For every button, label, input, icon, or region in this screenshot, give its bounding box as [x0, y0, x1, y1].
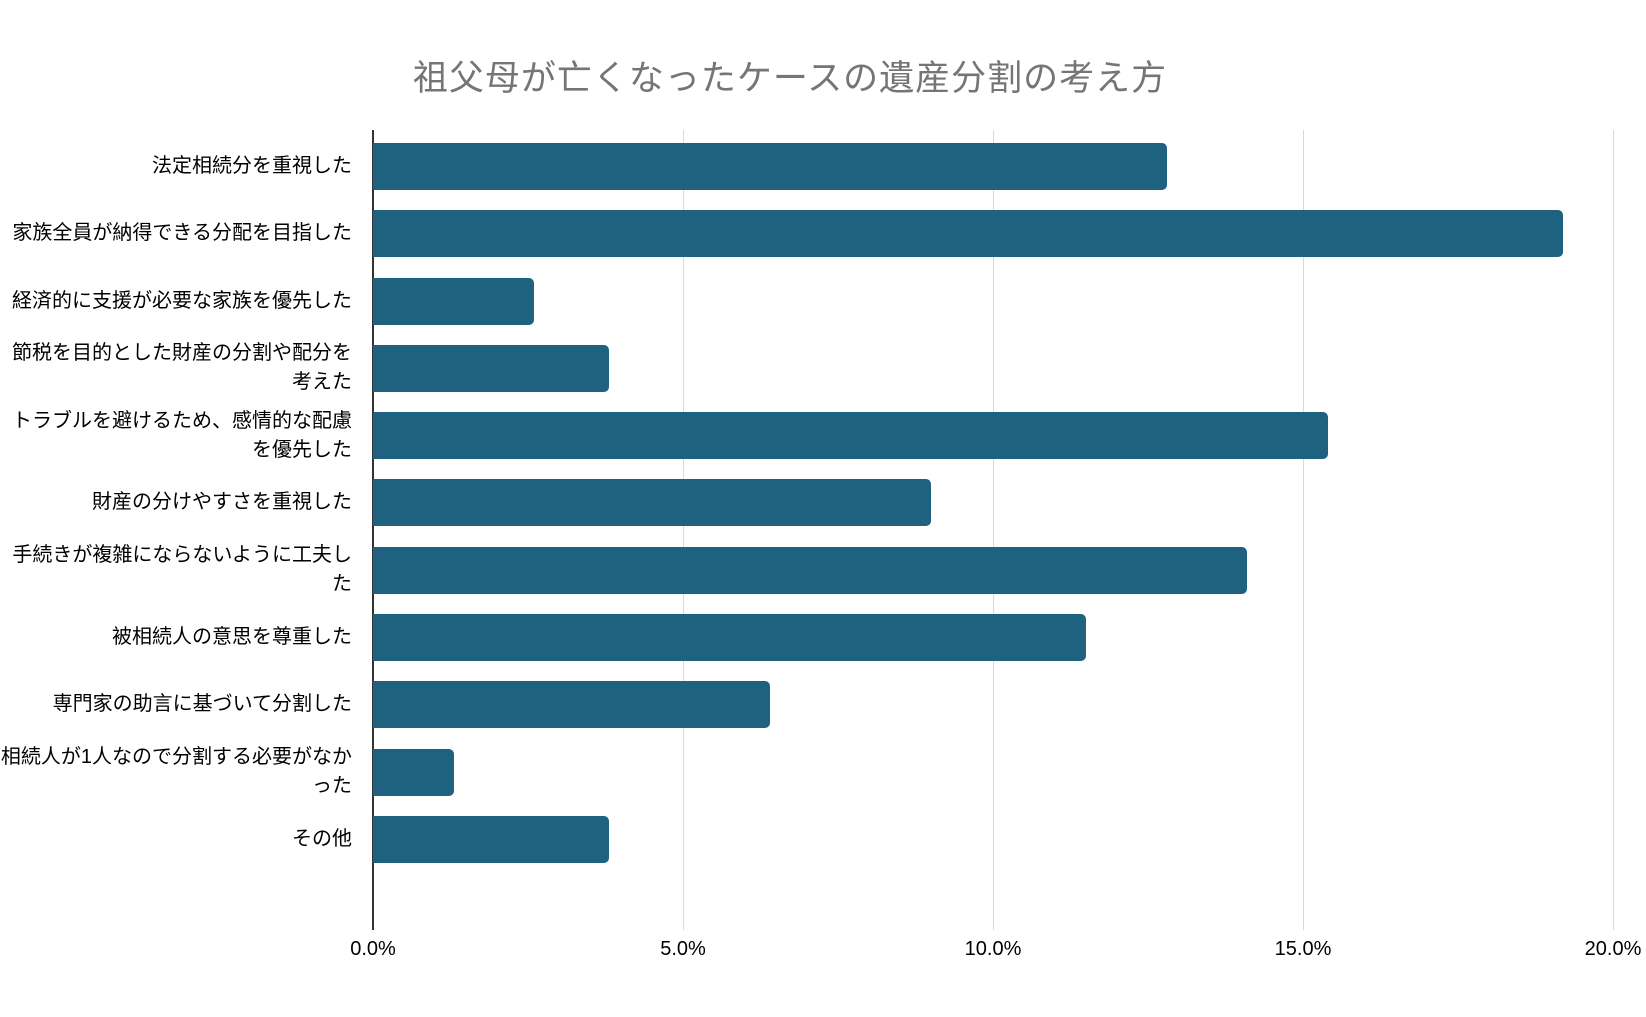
bars-layer: [373, 133, 1613, 873]
x-tick-label: 0.0%: [350, 938, 396, 960]
category-label-row: 被相続人の意思を尊重した: [0, 604, 352, 671]
category-label-row: 財産の分けやすさを重視した: [0, 469, 352, 536]
category-label: 法定相続分を重視した: [152, 155, 352, 178]
bar: [373, 344, 609, 392]
category-label: 家族全員が納得できる分配を目指した: [12, 222, 352, 245]
bar: [373, 748, 454, 796]
gridline: [1303, 130, 1304, 930]
category-label: 手続きが複雑にならないように工夫した: [12, 544, 352, 596]
bar: [373, 479, 931, 527]
category-label-row: その他: [0, 806, 352, 873]
bar: [373, 681, 770, 729]
category-label: 専門家の助言に基づいて分割した: [52, 693, 352, 716]
bar-row: [373, 671, 1613, 738]
bar-row: [373, 200, 1613, 267]
bar-row: [373, 738, 1613, 805]
plot-area: [372, 130, 1614, 930]
bar-row: [373, 604, 1613, 671]
category-label: 相続人が1人なので分割する必要がなかった: [0, 746, 352, 798]
category-label: 節税を目的とした財産の分割や配分を考えた: [12, 342, 352, 394]
category-label: その他: [292, 827, 352, 850]
x-tick-label: 5.0%: [660, 938, 706, 960]
bar-row: [373, 335, 1613, 402]
bar-row: [373, 537, 1613, 604]
bar: [373, 277, 535, 325]
category-label: 財産の分けやすさを重視した: [92, 491, 352, 514]
bar: [373, 815, 609, 863]
x-tick-label: 10.0%: [964, 938, 1022, 960]
bar: [373, 546, 1248, 594]
bar: [373, 210, 1564, 258]
category-label: トラブルを避けるため、感情的な配慮を優先した: [12, 409, 352, 461]
bar: [373, 613, 1086, 661]
value-axis: 0.0% 5.0% 10.0% 15.0% 20.0%: [350, 938, 1641, 968]
gridlines: [373, 130, 1614, 930]
x-tick-label: 15.0%: [1274, 938, 1332, 960]
bar-row: [373, 469, 1613, 536]
bar-row: [373, 268, 1613, 335]
bar: [373, 412, 1328, 460]
bar-row: [373, 133, 1613, 200]
bar-row: [373, 806, 1613, 873]
y-axis-line: [372, 130, 374, 930]
category-label: 被相続人の意思を尊重した: [112, 625, 352, 648]
category-label-row: トラブルを避けるため、感情的な配慮を優先した: [0, 402, 352, 469]
category-axis: 法定相続分を重視した家族全員が納得できる分配を目指した 経済的に支援が必要な家族を…: [0, 133, 352, 873]
category-label-row: 相続人が1人なので分割する必要がなかった: [0, 738, 352, 805]
category-label-row: 専門家の助言に基づいて分割した: [0, 671, 352, 738]
gridline: [683, 130, 684, 930]
gridline: [993, 130, 994, 930]
bar: [373, 143, 1167, 191]
category-label-row: 経済的に支援が必要な家族を優先した: [0, 268, 352, 335]
category-label-row: 家族全員が納得できる分配を目指した: [0, 200, 352, 267]
category-label-row: 法定相続分を重視した: [0, 133, 352, 200]
category-label: 経済的に支援が必要な家族を優先した: [12, 289, 352, 312]
x-tick-label: 20.0%: [1584, 938, 1642, 960]
bar-row: [373, 402, 1613, 469]
chart-title: 祖父母が亡くなったケースの遺産分割の考え方: [412, 59, 1168, 98]
category-label-row: 節税を目的とした財産の分割や配分を考えた: [0, 335, 352, 402]
gridline: [1613, 130, 1614, 930]
category-label-row: 手続きが複雑にならないように工夫した: [0, 537, 352, 604]
